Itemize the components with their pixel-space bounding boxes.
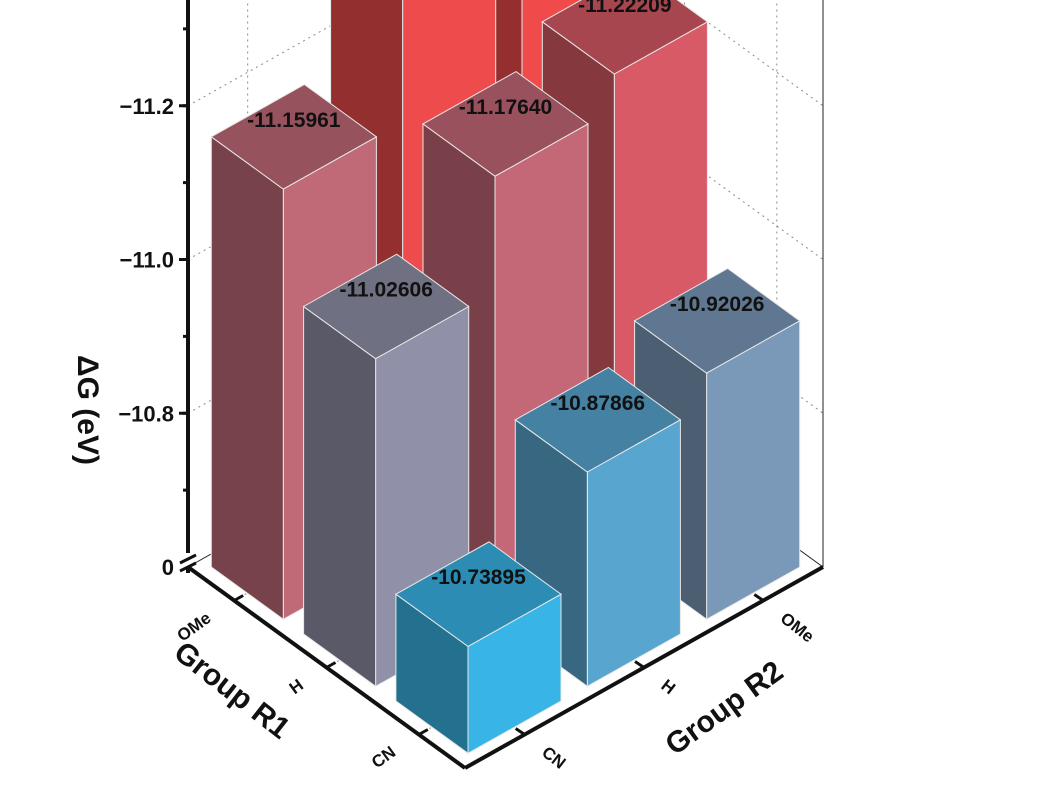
chart-axes: 0−10.8−11.0−11.2−11.4OMeHCNCNHOMe — [118, 0, 824, 773]
y-tick-label: −11.0 — [120, 248, 174, 273]
bar-data-label: -10.87866 — [551, 392, 646, 415]
y-tick-label: −10.8 — [118, 401, 174, 426]
bar-face-top — [302, 253, 470, 360]
bar — [394, 541, 562, 755]
r1-tick — [418, 728, 429, 736]
r1-tick-label: H — [286, 675, 307, 698]
y-axis-break — [179, 553, 197, 565]
r2-tick — [634, 660, 645, 669]
bar-data-label: -10.92026 — [670, 293, 765, 316]
r2-tick-label: H — [658, 676, 679, 699]
bar-face-top — [394, 541, 562, 647]
y-axis-title: ΔG (eV) — [71, 355, 104, 465]
bar-data-label: -11.17640 — [459, 96, 552, 119]
r2-tick — [514, 727, 526, 736]
r2-tick-label: CN — [538, 743, 569, 773]
r2-tick — [753, 593, 765, 602]
r1-tick-label: CN — [368, 742, 399, 772]
bar-face-top — [541, 0, 709, 75]
r1-tick — [325, 661, 337, 669]
y-tick-label: −11.2 — [120, 94, 174, 119]
bar-data-label: -11.15961 — [247, 109, 341, 132]
bar-face-top — [514, 366, 682, 473]
chart-data-labels: -11.35798-11.32661-11.22209-11.15961-11.… — [247, 0, 764, 589]
chart-bars — [210, 0, 801, 755]
x-axis-title: Group R1 — [168, 635, 296, 745]
bar-face-top — [422, 71, 589, 177]
z-axis-title: Group R2 — [659, 655, 789, 762]
r2-tick-label: OMe — [777, 609, 818, 647]
bar-face-top — [210, 83, 378, 190]
bar-face-top — [633, 267, 801, 374]
bar-face-right — [303, 305, 377, 688]
bar-data-label: -11.02606 — [339, 279, 432, 302]
r1-tick — [233, 594, 244, 602]
bar-data-label: -11.22209 — [578, 0, 671, 17]
bar-face-right — [210, 135, 284, 621]
y-tick-label: 0 — [162, 555, 174, 580]
bar-data-label: -10.73895 — [431, 566, 526, 589]
